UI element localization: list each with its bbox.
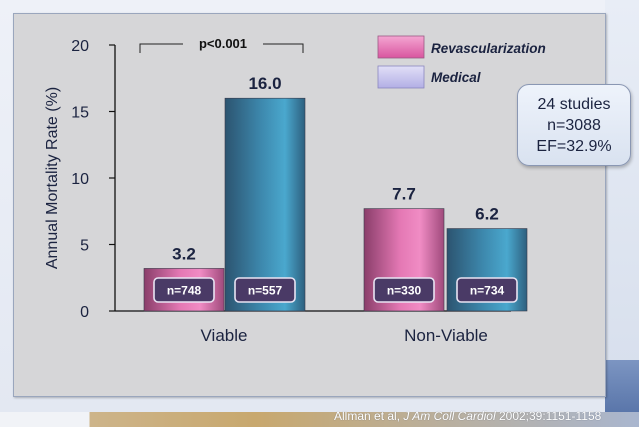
y-axis-label: Annual Mortality Rate (%) [44,87,61,269]
sample-size-label: n=557 [248,284,283,298]
sample-size-badge [456,277,518,303]
citation-details: 2002;39:1151-1158 [498,409,602,423]
chart-panel [13,13,606,397]
study-summary-callout: 24 studies n=3088 EF=32.9% [517,84,631,166]
bars: 3.2 n=748 16.0 n=557 7.7 n=330 6.2 n=734 [143,74,528,312]
citation: Allman et al, J Am Coll Cardiol 2002;39:… [334,409,601,423]
bar-viable-medical [224,97,306,312]
sample-size-label: n=748 [167,284,202,298]
bar-value-label: 7.7 [392,185,416,204]
slide-right-strip [605,0,639,412]
sample-size-badge [234,277,296,303]
y-ticks: 0 5 10 15 20 [71,38,115,321]
bar-value-label: 6.2 [475,205,499,224]
callout-n: n=3088 [547,116,601,134]
sample-size-badge [153,277,215,303]
bar-value-label: 3.2 [172,244,196,263]
x-category-labels: Viable Non-Viable [201,326,488,345]
callout-ef: EF=32.9% [536,137,612,155]
y-tick-label: 15 [71,105,89,122]
x-category-label: Non-Viable [404,326,488,345]
sample-size-label: n=734 [470,284,505,298]
sample-size-label: n=330 [387,284,422,298]
callout-studies: 24 studies [537,95,611,113]
sample-size-badge [373,277,435,303]
legend-label-medical: Medical [431,70,481,85]
legend-swatch-revascularization [377,35,425,59]
bar-value-label: 16.0 [248,74,281,93]
y-tick-label: 0 [80,304,89,321]
x-category-label: Viable [201,326,248,345]
significance-bracket [139,43,304,53]
y-tick-label: 20 [71,38,89,55]
y-tick-label: 5 [80,238,89,255]
citation-authors: Allman et al, [334,409,401,423]
slide-right-block [605,360,639,412]
slide-footer-band [0,412,639,427]
legend-label-revascularization: Revascularization [431,41,546,56]
citation-journal: J Am Coll Cardiol [403,409,496,423]
legend-swatch-medical [377,65,425,89]
y-tick-label: 10 [71,171,89,188]
p-value-annotation: p<0.001 [199,36,247,51]
